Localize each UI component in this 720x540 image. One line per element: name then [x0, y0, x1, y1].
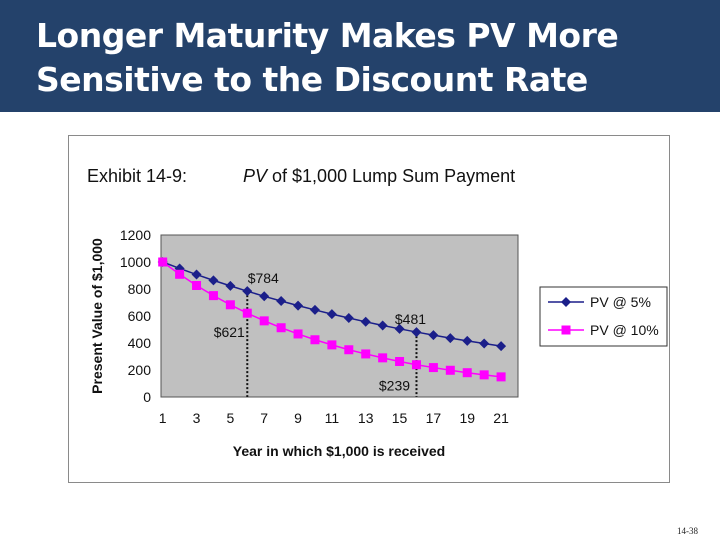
series-point [344, 345, 354, 355]
series-point [208, 275, 219, 286]
series-point [411, 327, 422, 338]
data-label: $784 [248, 270, 279, 286]
x-axis-label: Year in which $1,000 is received [233, 443, 445, 459]
data-label: $239 [379, 378, 410, 394]
series-point [428, 363, 438, 373]
header-bar: Longer Maturity Makes PV More Sensitive … [0, 0, 720, 112]
x-tick-label: 21 [493, 410, 509, 426]
exhibit-caption: PV of $1,000 Lump Sum Payment [243, 166, 515, 187]
exhibit-label: Exhibit 14-9: [87, 166, 188, 186]
series-point [259, 291, 270, 302]
legend-label: PV @ 5% [590, 294, 651, 310]
series-point [377, 320, 388, 331]
x-tick-label: 13 [358, 410, 374, 426]
series-point [208, 291, 218, 301]
series-point [326, 309, 337, 320]
y-tick-label: 0 [143, 389, 151, 405]
series-point [276, 323, 286, 333]
series-point [175, 269, 185, 279]
series-point [242, 286, 253, 297]
x-tick-label: 1 [159, 410, 167, 426]
y-tick-label: 1000 [120, 254, 151, 270]
page-number: 14-38 [677, 526, 698, 536]
series-point [242, 308, 252, 318]
series-point [496, 341, 507, 352]
y-tick-label: 1200 [120, 227, 151, 243]
legend-box [539, 286, 668, 347]
series-point [276, 296, 287, 307]
series-point [411, 360, 421, 370]
x-tick-label: 9 [294, 410, 302, 426]
slide-title-line-1: Longer Maturity Makes PV More [36, 16, 619, 55]
exhibit-panel: Exhibit 14-9: PV of $1,000 Lump Sum Paym… [68, 135, 670, 483]
y-tick-label: 800 [128, 281, 152, 297]
slide-title-line-2: Sensitive to the Discount Rate [36, 60, 588, 99]
legend-label: PV @ 10% [590, 322, 659, 338]
series-point [479, 370, 489, 380]
series-point [360, 316, 371, 327]
series-point [327, 340, 337, 350]
slide-title: Longer Maturity Makes PV More Sensitive … [36, 14, 696, 102]
x-tick-label: 7 [260, 410, 268, 426]
data-label: $621 [214, 324, 245, 340]
y-axis-label: Present Value of $1,000 [89, 238, 105, 394]
series-point [343, 313, 354, 324]
series-point [293, 329, 303, 339]
series-point [225, 300, 235, 310]
legend-marker [561, 325, 571, 335]
x-tick-label: 19 [459, 410, 475, 426]
series-point [445, 365, 455, 375]
series-point [293, 300, 304, 311]
series-point [158, 257, 168, 267]
x-tick-label: 15 [392, 410, 408, 426]
y-tick-label: 400 [128, 335, 152, 351]
series-point [378, 353, 388, 363]
series-point [259, 316, 269, 326]
exhibit-caption-pv: PV [243, 166, 268, 186]
y-tick-label: 600 [128, 308, 152, 324]
series-point [310, 335, 320, 345]
series-point [462, 368, 472, 378]
series-point [225, 280, 236, 291]
series-point [496, 372, 506, 382]
legend-marker [561, 297, 571, 307]
series-point [394, 323, 405, 334]
x-tick-label: 3 [193, 410, 201, 426]
series-point [309, 304, 320, 315]
series-point [428, 330, 439, 341]
x-tick-label: 17 [426, 410, 442, 426]
series-point [479, 338, 490, 349]
series-point [462, 335, 473, 346]
data-label: $481 [395, 311, 426, 327]
series-point [445, 333, 456, 344]
y-tick-label: 200 [128, 362, 152, 378]
exhibit-caption-text: of $1,000 Lump Sum Payment [267, 166, 516, 186]
x-tick-label: 5 [226, 410, 234, 426]
series-point [191, 269, 202, 280]
x-tick-label: 11 [325, 410, 340, 426]
series-point [192, 280, 202, 290]
series-point [395, 356, 405, 366]
series-point [361, 349, 371, 359]
